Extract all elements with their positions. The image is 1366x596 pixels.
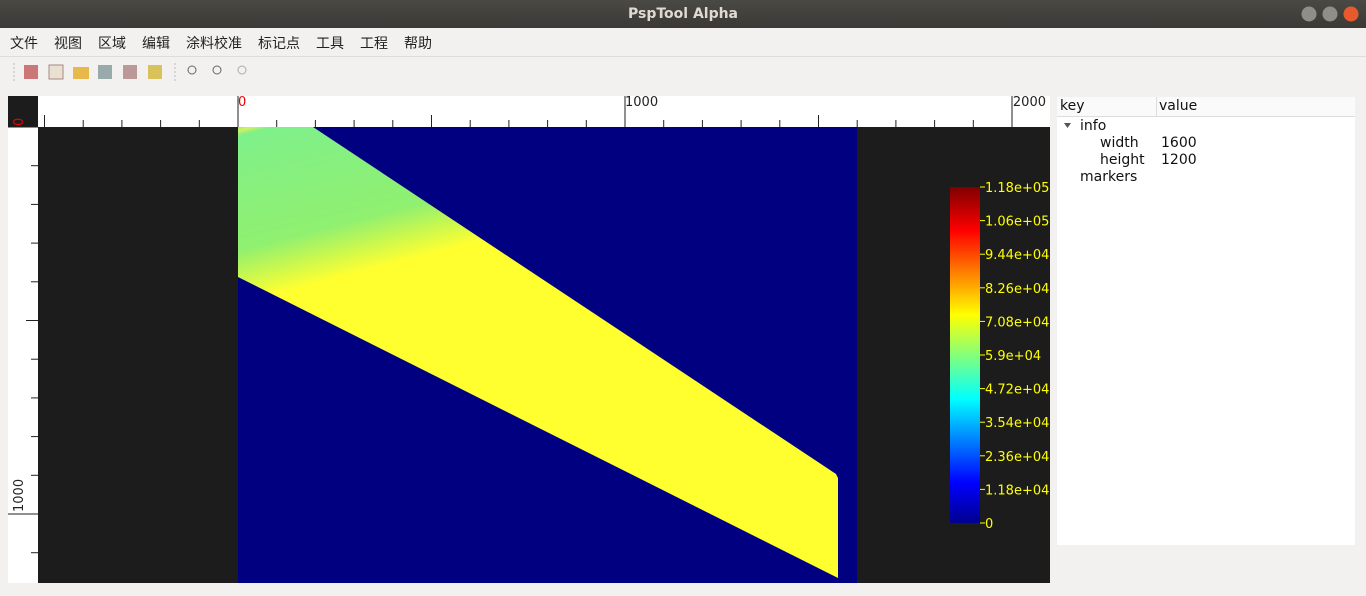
zoom-in-button[interactable] (187, 65, 197, 75)
menu-item[interactable]: 涂料校准 (186, 36, 242, 52)
save-as-button[interactable] (123, 65, 137, 79)
maximize-button[interactable] (1322, 6, 1338, 22)
open-button[interactable] (73, 67, 89, 79)
top-ruler-label: 0 (238, 95, 246, 110)
header-value: value (1159, 98, 1198, 114)
tree-key[interactable]: info (1080, 118, 1107, 134)
tool-button[interactable] (24, 65, 38, 79)
left-ruler-label: 1000 (12, 479, 27, 512)
colorbar-label: 3.54e+04 (985, 416, 1049, 431)
zoom-out-button[interactable] (212, 65, 222, 75)
menu-item[interactable]: 编辑 (142, 36, 170, 52)
tree-key[interactable]: height (1100, 152, 1145, 168)
expand-arrow[interactable] (1063, 122, 1073, 130)
menu-item[interactable]: 区域 (98, 36, 126, 52)
image-band[interactable] (238, 127, 838, 578)
property-tree: key value info width 1600 height 1200 markers (1057, 97, 1355, 545)
menu-item[interactable]: 文件 (10, 36, 38, 52)
left-ruler (8, 96, 38, 583)
colorbar-label: 2.36e+04 (985, 450, 1049, 465)
window-title: PspTool Alpha (627, 6, 739, 22)
close-button[interactable] (1343, 6, 1359, 22)
colorbar-label: 1.06e+05 (985, 215, 1049, 230)
tree-key[interactable]: markers (1080, 169, 1138, 185)
toolbar (0, 56, 1366, 87)
header-key: key (1060, 98, 1085, 114)
top-ruler (8, 96, 1050, 127)
export-button[interactable] (148, 65, 162, 79)
colorbar-label: 1.18e+04 (985, 483, 1049, 498)
tree-value: 1600 (1161, 135, 1197, 151)
colorbar-label: 8.26e+04 (985, 282, 1049, 297)
menu-item[interactable]: 帮助 (404, 36, 432, 52)
zoom-fit-button[interactable] (237, 65, 247, 75)
title-bar: PspTool Alpha (0, 0, 1366, 28)
image-viewer: 0 1000 2000 0 1000 1.18e+05 1.06e+05 9.44e+04 8… (8, 95, 1050, 583)
top-ruler-label: 1000 (625, 95, 658, 110)
ruler-corner (8, 96, 38, 127)
colorbar (950, 187, 980, 523)
menu-item[interactable]: 工具 (316, 36, 344, 52)
tree-key[interactable]: width (1100, 135, 1139, 151)
colorbar-label: 1.18e+05 (985, 181, 1049, 196)
rulers: 0 1000 2000 0 1000 (8, 95, 1050, 583)
tree-value: 1200 (1161, 152, 1197, 168)
colorbar-label: 0 (985, 517, 993, 532)
colorbar-label: 5.9e+04 (985, 349, 1041, 364)
save-button[interactable] (98, 65, 112, 79)
top-ruler-label: 2000 (1013, 95, 1046, 110)
tree-header: key value (1057, 97, 1355, 117)
menu-item[interactable]: 视图 (54, 36, 82, 52)
colorbar-label: 9.44e+04 (985, 248, 1049, 263)
colorbar-label: 4.72e+04 (985, 383, 1049, 398)
menu-bar: 文件 视图 区域 编辑 涂料校准 标记点 工具 工程 帮助 (0, 28, 1366, 56)
left-ruler-label: 0 (12, 118, 27, 126)
minimize-button[interactable] (1301, 6, 1317, 22)
toolbar-icons (13, 63, 247, 81)
window-controls (1301, 6, 1359, 22)
colorbar-label: 7.08e+04 (985, 315, 1049, 330)
new-button[interactable] (48, 64, 64, 80)
menu-item[interactable]: 标记点 (258, 36, 300, 52)
menu-item[interactable]: 工程 (360, 36, 388, 52)
